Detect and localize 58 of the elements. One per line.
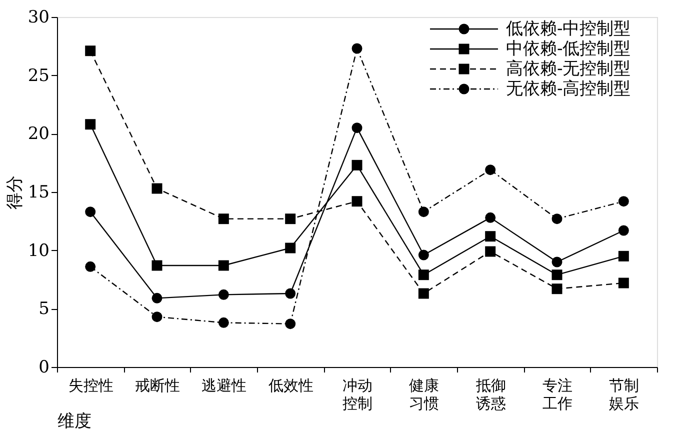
x-axis-title: 维度 (58, 412, 92, 432)
point (552, 284, 562, 294)
point (418, 270, 429, 280)
point (485, 246, 496, 257)
y-tick-label: 30 (28, 8, 50, 28)
point (285, 318, 296, 330)
point (85, 261, 96, 272)
legend-label: 中依赖-低控制型 (506, 39, 631, 59)
x-tick-label: 冲动控制 (342, 376, 372, 412)
point (618, 250, 629, 262)
y-tick-label: 25 (28, 66, 50, 86)
point (352, 122, 362, 134)
point (618, 278, 629, 288)
point (618, 225, 629, 236)
point (85, 206, 96, 218)
point (152, 292, 162, 304)
y-tick-label: 20 (28, 124, 50, 144)
point (485, 231, 496, 242)
legend-label: 无依赖-高控制型 (506, 79, 631, 99)
point (352, 43, 362, 54)
point (218, 214, 229, 224)
x-tick-label: 低效性 (268, 376, 314, 394)
x-tick-label: 健康习惯 (409, 376, 440, 412)
point (152, 312, 162, 322)
point (218, 260, 229, 271)
point (418, 288, 429, 299)
x-tick-label: 逃避性 (202, 376, 247, 394)
y-tick-label: 0 (38, 358, 50, 378)
point (152, 183, 162, 194)
point (418, 206, 429, 218)
point (552, 256, 562, 268)
point (485, 212, 496, 223)
point (285, 242, 296, 254)
y-tick-label: 5 (38, 299, 50, 320)
y-tick-label: 15 (28, 182, 50, 202)
point (285, 288, 296, 299)
legend-label: 低依赖-中控制型 (506, 19, 631, 39)
x-tick-label: 抵御诱惑 (474, 376, 506, 412)
point (552, 214, 562, 224)
y-axis-title: 得分 (4, 176, 25, 210)
legend-label: 高依赖-无控制型 (506, 59, 631, 79)
y-tick-label: 10 (28, 240, 50, 261)
point (352, 196, 362, 207)
point (218, 317, 229, 328)
x-tick-label: 戒断性 (135, 376, 180, 394)
x-tick-label: 专注工作 (542, 376, 572, 412)
point (618, 196, 629, 207)
x-tick-label: 失控性 (68, 376, 114, 394)
point (552, 270, 562, 280)
point (418, 250, 429, 260)
point (85, 119, 96, 130)
point (152, 260, 162, 271)
point (85, 46, 96, 56)
point (352, 160, 362, 170)
x-tick-label: 节制娱乐 (609, 376, 640, 412)
point (218, 289, 229, 300)
point (485, 164, 496, 176)
point (285, 214, 296, 224)
